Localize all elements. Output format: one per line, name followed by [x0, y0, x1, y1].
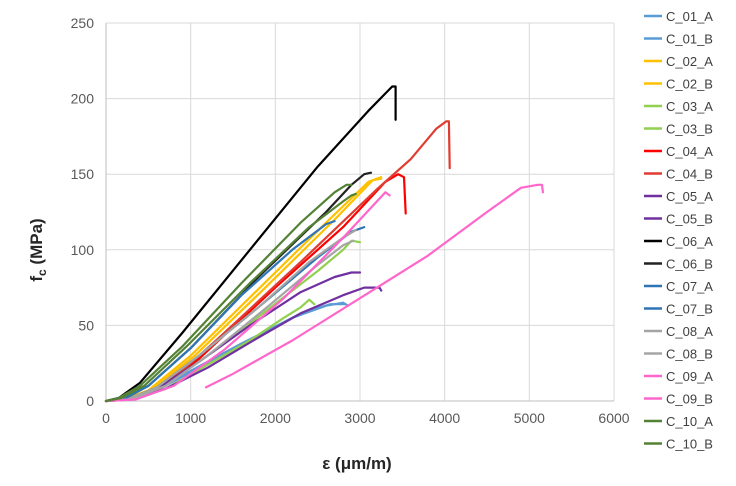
x-tick-label: 2000	[260, 410, 291, 426]
y-tick-label: 150	[71, 166, 95, 182]
legend-label: C_03_B	[666, 122, 713, 137]
y-tick-label: 50	[78, 317, 94, 333]
series-line-c-10-b	[104, 192, 357, 403]
grid-layer	[106, 22, 615, 401]
legend-label: C_05_B	[666, 212, 713, 227]
series-line-c-07-a	[104, 220, 336, 403]
y-tick-label: 200	[71, 91, 95, 107]
series-line-c-10-a	[104, 183, 353, 403]
legend-label: C_02_A	[666, 54, 713, 69]
legend-label: C_08_A	[666, 324, 713, 339]
y-axis-title-main: f	[27, 276, 46, 282]
legend-label: C_07_A	[666, 279, 713, 294]
x-tick-label: 1000	[175, 410, 206, 426]
legend-label: C_04_B	[666, 167, 713, 182]
legend-label: C_04_A	[666, 144, 713, 159]
legend-label: C_10_A	[666, 414, 713, 429]
legend-label: C_05_A	[666, 189, 713, 204]
x-tick-label: 0	[102, 410, 110, 426]
x-tick-label: 3000	[344, 410, 375, 426]
series-line-c-08-b	[104, 239, 355, 403]
legend-label: C_01_A	[666, 9, 713, 24]
y-axis-title-unit: (MPa)	[27, 218, 46, 269]
y-axis-title: fc (MPa)	[27, 218, 49, 281]
tick-label-layer: 0 1000 2000 3000 4000 5000 6000 0 50 100 150 200 250	[71, 15, 630, 426]
legend-label: C_10_B	[666, 437, 713, 452]
x-tick-label: 6000	[598, 410, 629, 426]
legend-label: C_08_B	[666, 347, 713, 362]
x-axis-title: ε (μm/m)	[322, 454, 391, 473]
series-line-c-08-a	[104, 229, 357, 403]
y-tick-label: 100	[71, 242, 95, 258]
series-layer	[104, 85, 545, 403]
series-line-c-09-b	[104, 191, 391, 403]
legend-label: C_06_A	[666, 234, 713, 249]
x-tick-label: 4000	[429, 410, 460, 426]
series-line-c-09-a	[204, 183, 545, 389]
legend-label: C_09_A	[666, 369, 713, 384]
legend-label: C_09_B	[666, 392, 713, 407]
series-line-c-06-a	[104, 85, 397, 403]
y-tick-label: 250	[71, 15, 95, 31]
legend-label: C_03_A	[666, 99, 713, 114]
legend-label: C_07_B	[666, 302, 713, 317]
legend-label: C_02_B	[666, 77, 713, 92]
legend: C_01_A C_01_B C_02_A C_02_B C_03_A C_03_B C_04…	[644, 9, 713, 452]
x-tick-label: 5000	[514, 410, 545, 426]
legend-label: C_01_B	[666, 32, 713, 47]
y-tick-label: 0	[86, 393, 94, 409]
legend-label: C_06_B	[666, 257, 713, 272]
axis-layer	[105, 23, 614, 402]
y-axis-title-subscript: c	[35, 269, 49, 276]
